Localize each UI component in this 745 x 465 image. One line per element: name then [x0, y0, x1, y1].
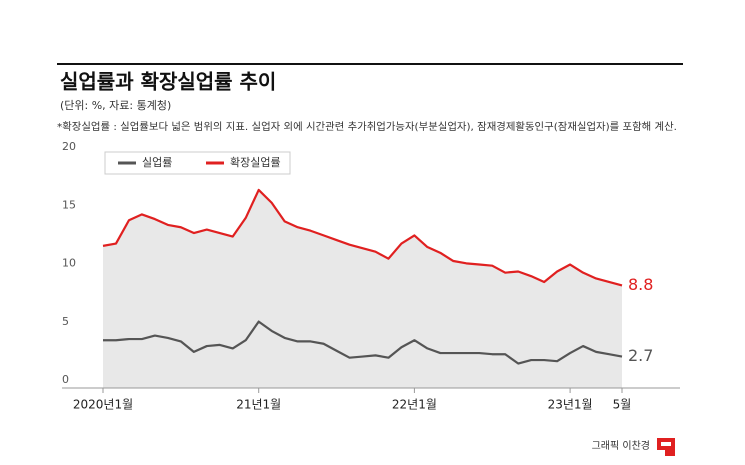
x-tick-label: 2020년1월 — [73, 398, 133, 412]
logo — [657, 438, 675, 456]
credit: 그래픽 이찬경 — [592, 439, 650, 452]
area — [103, 189, 622, 388]
end-label: 8.8 — [628, 275, 653, 294]
x-tick-label: 21년1월 — [236, 398, 281, 412]
legend-label: 확장실업률 — [230, 156, 281, 169]
x-tick-label: 22년1월 — [392, 398, 437, 412]
subtitle: (단위: %, 자료: 통계청) — [60, 99, 171, 112]
series-line — [102, 188, 623, 287]
plot — [62, 188, 680, 393]
y-tick-label: 20 — [62, 140, 76, 153]
legend-label: 실업률 — [142, 156, 172, 169]
chart-title: 실업률과 확장실업률 추이 — [60, 70, 276, 94]
y-tick-label: 5 — [62, 315, 69, 328]
x-tick-label: 5월 — [613, 398, 632, 412]
end-label: 2.7 — [628, 346, 653, 365]
y-tick-label: 10 — [62, 257, 76, 270]
series-line — [103, 320, 623, 365]
y-tick-label: 0 — [62, 373, 69, 386]
y-tick-label: 15 — [62, 198, 76, 211]
legend — [104, 151, 291, 175]
note: *확장실업률 : 실업률보다 넓은 범위의 지표. 실업자 외에 시간관련 추가… — [57, 120, 677, 133]
x-tick-label: 23년1월 — [548, 398, 593, 412]
